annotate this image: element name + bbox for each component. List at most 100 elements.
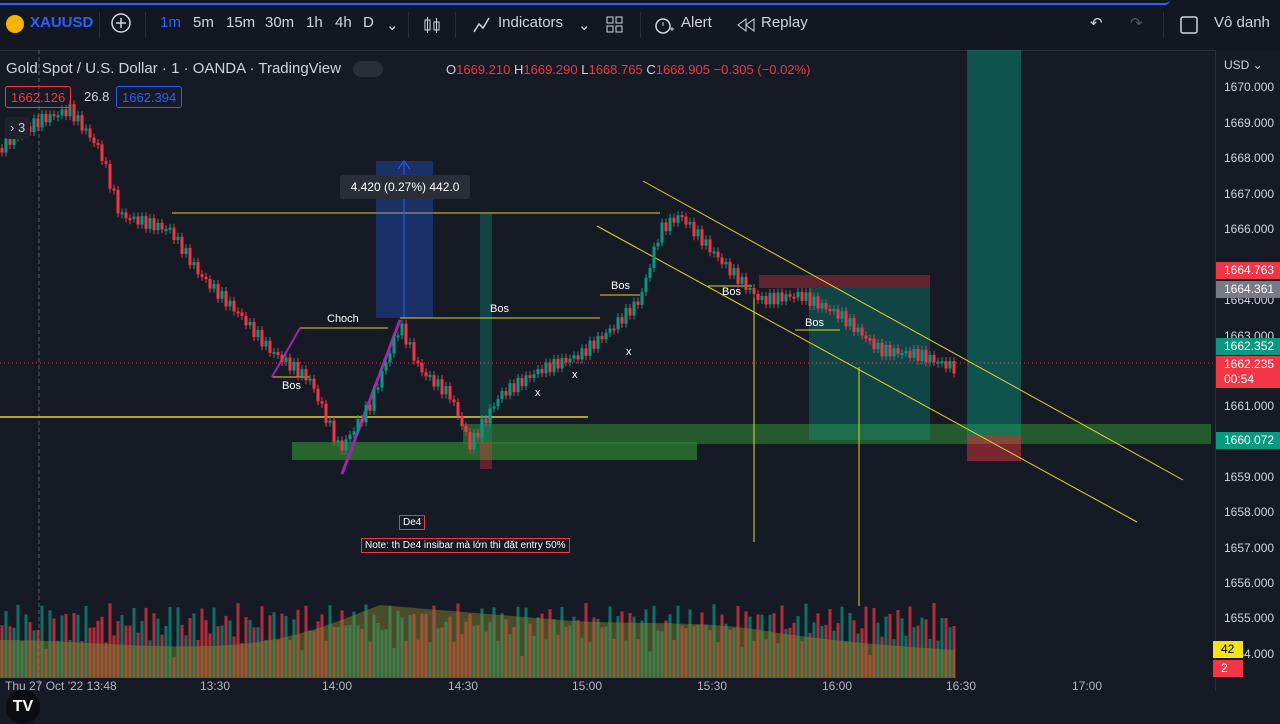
volume-bar: [936, 640, 940, 678]
volume-bar: [748, 616, 752, 678]
currency-button[interactable]: USD ⌄: [1224, 58, 1263, 72]
add-symbol-button[interactable]: [110, 12, 132, 38]
sell-price-button[interactable]: 1662.126: [5, 86, 72, 108]
volume-bar: [520, 656, 524, 678]
volume-bar: [328, 605, 332, 678]
volume-bar: [264, 639, 268, 678]
volume-bar: [664, 620, 668, 678]
price-tick: 1661.000: [1224, 399, 1275, 413]
volume-bar: [272, 612, 276, 678]
volume-bar: [0, 625, 4, 678]
interval-30m-button[interactable]: 30m: [265, 14, 295, 31]
volume-bar: [248, 619, 252, 678]
volume-bar: [508, 634, 512, 678]
volume-label: 2: [1213, 660, 1243, 677]
volume-bar: [716, 642, 720, 678]
toolbar-divider: [640, 12, 641, 38]
interval-15m-button[interactable]: 15m: [226, 14, 256, 31]
volume-bar: [512, 627, 516, 678]
volume-bar: [68, 639, 72, 678]
interval-1h-button[interactable]: 1h: [306, 14, 323, 31]
candle-style-icon[interactable]: [422, 15, 442, 39]
volume-bar: [152, 613, 156, 678]
volume-bar: [792, 622, 796, 678]
interval-d-button[interactable]: D: [363, 14, 374, 31]
volume-bar: [296, 609, 300, 678]
indicator-count: 3: [17, 120, 26, 135]
volume-bar: [588, 641, 592, 678]
indicators-button[interactable]: Indicators: [498, 14, 564, 31]
close-value: 1668.905: [655, 62, 710, 77]
layout-checkbox-icon[interactable]: [1180, 16, 1198, 38]
volume-bar: [736, 605, 740, 678]
price-axis[interactable]: USD ⌄ 1670.000 1669.000 1668.000 1667.000 16…: [1213, 50, 1280, 691]
undo-icon[interactable]: ↶: [1090, 15, 1103, 32]
change-value: −0.305 (−0.02%): [713, 62, 811, 77]
volume-bar: [12, 627, 16, 678]
volume-bar: [688, 609, 692, 678]
alarm-clock-icon[interactable]: [653, 15, 675, 39]
volume-bar: [280, 613, 284, 678]
chart-pane[interactable]: 4.420 (0.27%) 442.0 Choch Bos Bos Bos Bo…: [0, 50, 1215, 724]
x-marker-1: x: [535, 387, 541, 399]
volume-bar: [56, 640, 60, 678]
volume-bar: [952, 625, 956, 678]
buy-price-button[interactable]: 1662.394: [116, 86, 183, 108]
indicators-icon[interactable]: [472, 15, 492, 39]
tradingview-logo[interactable]: TV: [6, 690, 40, 724]
volume-bar: [168, 607, 172, 678]
layout-grid-icon[interactable]: [605, 15, 625, 39]
channel-lower-line: [596, 225, 1138, 523]
volume-bar: [916, 625, 920, 678]
volume-bar: [560, 606, 564, 678]
chevron-down-icon[interactable]: ⌄: [386, 17, 399, 34]
volume-bar: [28, 622, 32, 678]
volume-bar: [36, 629, 40, 678]
chevron-down-icon[interactable]: ⌄: [578, 17, 591, 34]
de4-label: De4: [399, 515, 426, 530]
x-marker-3: x: [626, 346, 632, 358]
toolbar-divider: [408, 12, 409, 38]
volume-bar: [516, 606, 520, 678]
volume-bar: [4, 610, 8, 678]
gold-coin-icon: [6, 15, 24, 33]
interval-4h-button[interactable]: 4h: [335, 14, 352, 31]
volume-bar: [212, 607, 216, 678]
interval-1m-button[interactable]: 1m: [160, 14, 181, 31]
volume-bar: [416, 639, 420, 678]
replay-button[interactable]: Replay: [761, 14, 808, 31]
time-axis[interactable]: Thu 27 Oct '22 13:48 13:30 14:00 14:30 15:00…: [0, 679, 1215, 693]
collapse-indicators-button[interactable]: › 3: [5, 117, 31, 139]
volume-bar: [532, 635, 536, 678]
symbol-search-button[interactable]: XAUUSD: [30, 14, 94, 31]
market-status-icon[interactable]: [353, 61, 384, 78]
volume-bar: [284, 616, 288, 678]
volume-bar: [344, 625, 348, 678]
volume-bar: [760, 614, 764, 678]
volume-bar: [124, 625, 128, 678]
volume-bar: [292, 619, 296, 678]
volume-bar: [640, 620, 644, 678]
volume-bar: [88, 627, 92, 678]
redo-icon[interactable]: ↷: [1130, 15, 1143, 32]
alert-button[interactable]: Alert: [681, 14, 712, 31]
volume-bar: [376, 622, 380, 678]
price-chart-canvas[interactable]: [0, 50, 1215, 691]
volume-bar: [944, 618, 948, 678]
x-marker-2: x: [572, 369, 578, 381]
replay-rewind-icon[interactable]: [736, 15, 756, 39]
toolbar-accent-border: [0, 0, 1170, 5]
volume-bar: [320, 614, 324, 678]
layout-name-button[interactable]: Vô danh: [1214, 14, 1270, 31]
volume-bar: [924, 619, 928, 678]
price-tick: 1655.000: [1224, 611, 1275, 625]
volume-bar: [368, 641, 372, 678]
interval-5m-button[interactable]: 5m: [193, 14, 214, 31]
volume-bar: [476, 625, 480, 678]
volume-bar: [468, 614, 472, 678]
volume-bar: [400, 617, 404, 678]
volume-bar: [464, 621, 468, 678]
toolbar-divider: [99, 12, 100, 38]
volume-bar: [444, 621, 448, 678]
volume-bar: [652, 605, 656, 678]
